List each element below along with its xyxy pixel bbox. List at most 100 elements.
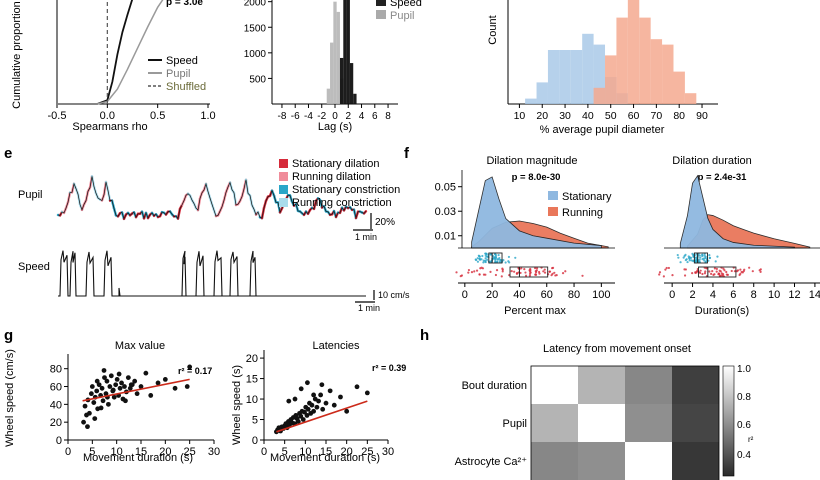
kde-legend-running: Running [562, 207, 603, 219]
panel-label-f: f [404, 145, 410, 162]
latencies-point [314, 404, 320, 410]
max-value-point [108, 373, 114, 379]
max-value-point [104, 378, 110, 384]
magnitude-raster-point [514, 256, 517, 259]
magnitude-raster-point [482, 261, 485, 264]
latencies-point [305, 406, 311, 412]
magnitude-raster-point [478, 255, 481, 258]
colorbar-tick-4: 0.4 [737, 450, 751, 461]
max-value-y-tick-label: 80 [50, 364, 62, 376]
hist-bar-running [650, 39, 663, 105]
max-value-point [81, 419, 86, 425]
magnitude-raster-point [478, 258, 482, 261]
duration-raster-point [685, 258, 688, 261]
magnitude-raster-point [529, 271, 532, 274]
matrix-row-label-pupil: Pupil [503, 418, 527, 430]
latencies-x-tick-label: 20 [341, 446, 353, 458]
magnitude-raster-point [502, 258, 505, 262]
duration-x-tick-label: 8 [751, 289, 757, 301]
magnitude-box-running [509, 266, 549, 278]
magnitude-x-axis-label: Percent max [504, 305, 566, 317]
latencies-x-tick-label: 30 [382, 446, 394, 458]
latencies-point [305, 380, 310, 386]
lag-y-tick-label: 500 [249, 74, 266, 85]
latencies-point [309, 402, 315, 408]
duration-raster-point [748, 266, 751, 269]
magnitude-x-tick-label: 60 [541, 289, 553, 301]
lag-x-tick-label: -6 [291, 111, 300, 122]
cdf-x-axis-label: Spearmans rho [72, 121, 147, 133]
lag-bar-speed [343, 0, 347, 104]
max-value-point [88, 391, 94, 397]
magnitude-title: Dilation magnitude [486, 155, 577, 167]
max-value-point [111, 394, 117, 400]
matrix-panel: h Latency from movement onset Bout durat… [420, 327, 754, 480]
duration-raster-point [702, 257, 705, 260]
magnitude-raster-point [492, 257, 495, 260]
duration-raster-point [676, 253, 679, 257]
cdf-x-tick-label: 0.0 [100, 110, 115, 122]
magnitude-raster-point [478, 273, 481, 276]
speed-trace [58, 250, 366, 297]
lag-x-tick-label: 0 [332, 111, 338, 122]
duration-raster-point [671, 274, 674, 277]
lag-legend-swatch-speed [376, 0, 386, 6]
magnitude-raster-point [494, 260, 497, 264]
max-value-y-axis-label: Wheel speed (cm/s) [4, 349, 16, 447]
legend-swatch-stationary-dilation [279, 159, 288, 168]
magnitude-raster-point [528, 274, 532, 277]
magnitude-kde-stationary [471, 176, 602, 249]
magnitude-raster-point [537, 270, 541, 274]
duration-x-tick-label: 0 [669, 289, 675, 301]
cdf-legend-speed: Speed [166, 55, 198, 67]
panel-label-e: e [4, 145, 12, 162]
magnitude-y-tick-label: 0.05 [435, 182, 456, 194]
magnitude-raster-point [507, 255, 511, 259]
magnitude-raster-point [494, 256, 497, 260]
duration-raster-point [730, 269, 733, 273]
duration-raster-point [667, 266, 670, 270]
hist-x-tick-label: 40 [582, 110, 594, 122]
max-value-x-tick-label: 10 [111, 446, 123, 458]
duration-raster-point [743, 268, 746, 271]
magnitude-raster-point [484, 252, 487, 255]
matrix-cell [672, 366, 719, 404]
hist-bar-stationary [547, 50, 560, 104]
magnitude-raster-point [551, 272, 554, 275]
max-value-point [87, 410, 92, 416]
duration-raster-point [704, 255, 707, 258]
max-value-point [187, 364, 193, 370]
max-value-point [89, 384, 95, 389]
lag-bar-pupil [333, 1, 337, 105]
hist-bar-running [684, 93, 697, 104]
magnitude-raster-point [543, 268, 546, 271]
magnitude-raster-point [467, 268, 471, 272]
latencies-r2: r² = 0.39 [372, 363, 406, 373]
max-value-x-tick-label: 15 [135, 446, 147, 458]
legend-running-constriction: Running constriction [292, 197, 392, 209]
magnitude-raster-point [520, 267, 523, 270]
max-value-point [107, 384, 113, 389]
matrix-cell [625, 442, 672, 480]
duration-raster-point [710, 272, 713, 275]
duration-raster-point [740, 270, 743, 274]
duration-raster-point [699, 256, 702, 259]
duration-raster-point [699, 269, 702, 272]
max-value-y-tick-label: 60 [50, 382, 62, 394]
magnitude-raster-point [561, 271, 565, 275]
duration-raster-point [712, 273, 715, 276]
latencies-x-axis-label: Movement duration (s) [270, 452, 380, 464]
magnitude-y-tick-label: 0.01 [435, 231, 456, 243]
duration-raster-point [665, 266, 668, 270]
hist-bar-running [673, 71, 685, 104]
matrix-cell [672, 442, 719, 480]
max-value-point [102, 375, 107, 381]
duration-raster-point [682, 256, 685, 259]
max-value-point [148, 393, 154, 398]
magnitude-raster-point [489, 270, 492, 273]
latencies-point [311, 392, 316, 398]
latencies-point [302, 409, 307, 415]
duration-raster-point [694, 271, 697, 274]
duration-raster-point [704, 270, 707, 273]
max-value-point [162, 376, 168, 382]
